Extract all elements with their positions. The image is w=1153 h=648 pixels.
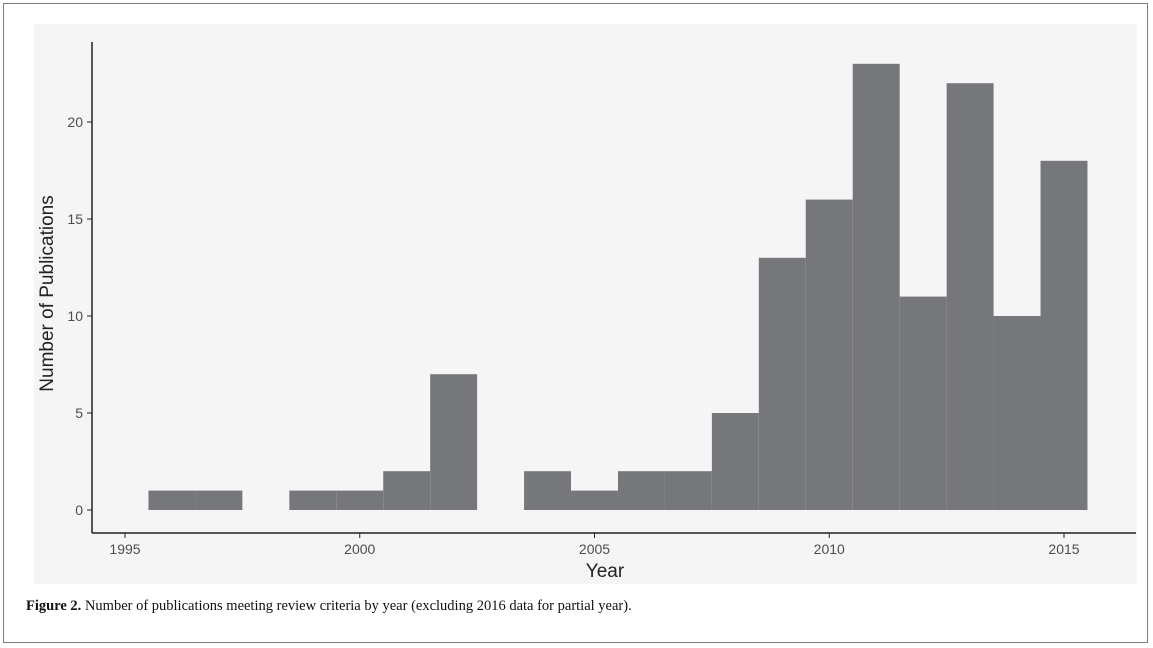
y-tick-label: 5 xyxy=(75,405,83,421)
bar-1997 xyxy=(195,490,243,510)
x-tick-label: 2010 xyxy=(814,541,845,557)
x-tick-label: 2000 xyxy=(344,541,375,557)
x-tick-label: 1995 xyxy=(109,541,140,557)
y-tick-label: 15 xyxy=(67,211,83,227)
x-tick-label: 2015 xyxy=(1048,541,1079,557)
x-axis-title: Year xyxy=(586,561,625,582)
x-tick-label: 2005 xyxy=(579,541,610,557)
bar-2013 xyxy=(946,83,994,510)
bar-1996 xyxy=(148,490,196,510)
bar-2015 xyxy=(1040,160,1088,511)
bar-2014 xyxy=(993,316,1041,510)
y-tick-label: 0 xyxy=(75,502,83,518)
y-tick-label: 20 xyxy=(67,114,83,130)
bar-2002 xyxy=(430,374,478,510)
bar-2001 xyxy=(383,471,431,510)
bar-2004 xyxy=(524,471,572,510)
bar-2006 xyxy=(617,471,665,510)
bar-2010 xyxy=(805,199,853,510)
histogram-chart: 0 5 10 15 20 1995 2000 2005 2010 2015 Year Number o… xyxy=(34,24,1137,584)
figure-caption: Figure 2. Number of publications meeting… xyxy=(26,598,1126,615)
bar-2012 xyxy=(899,296,947,510)
figure-frame: 0 5 10 15 20 1995 2000 2005 2010 2015 Year Number o… xyxy=(3,3,1148,643)
figure-caption-text: Number of publications meeting review cr… xyxy=(84,598,632,614)
y-axis-title: Number of Publications xyxy=(37,195,58,391)
bar-2000 xyxy=(336,490,384,510)
figure-label: Figure 2. xyxy=(26,598,82,614)
bar-2011 xyxy=(852,63,900,511)
bar-2008 xyxy=(711,413,759,510)
y-tick-label: 10 xyxy=(67,308,83,324)
bar-1999 xyxy=(289,490,337,510)
bar-2005 xyxy=(571,490,618,510)
bar-2007 xyxy=(664,471,712,510)
bar-2009 xyxy=(758,257,806,510)
